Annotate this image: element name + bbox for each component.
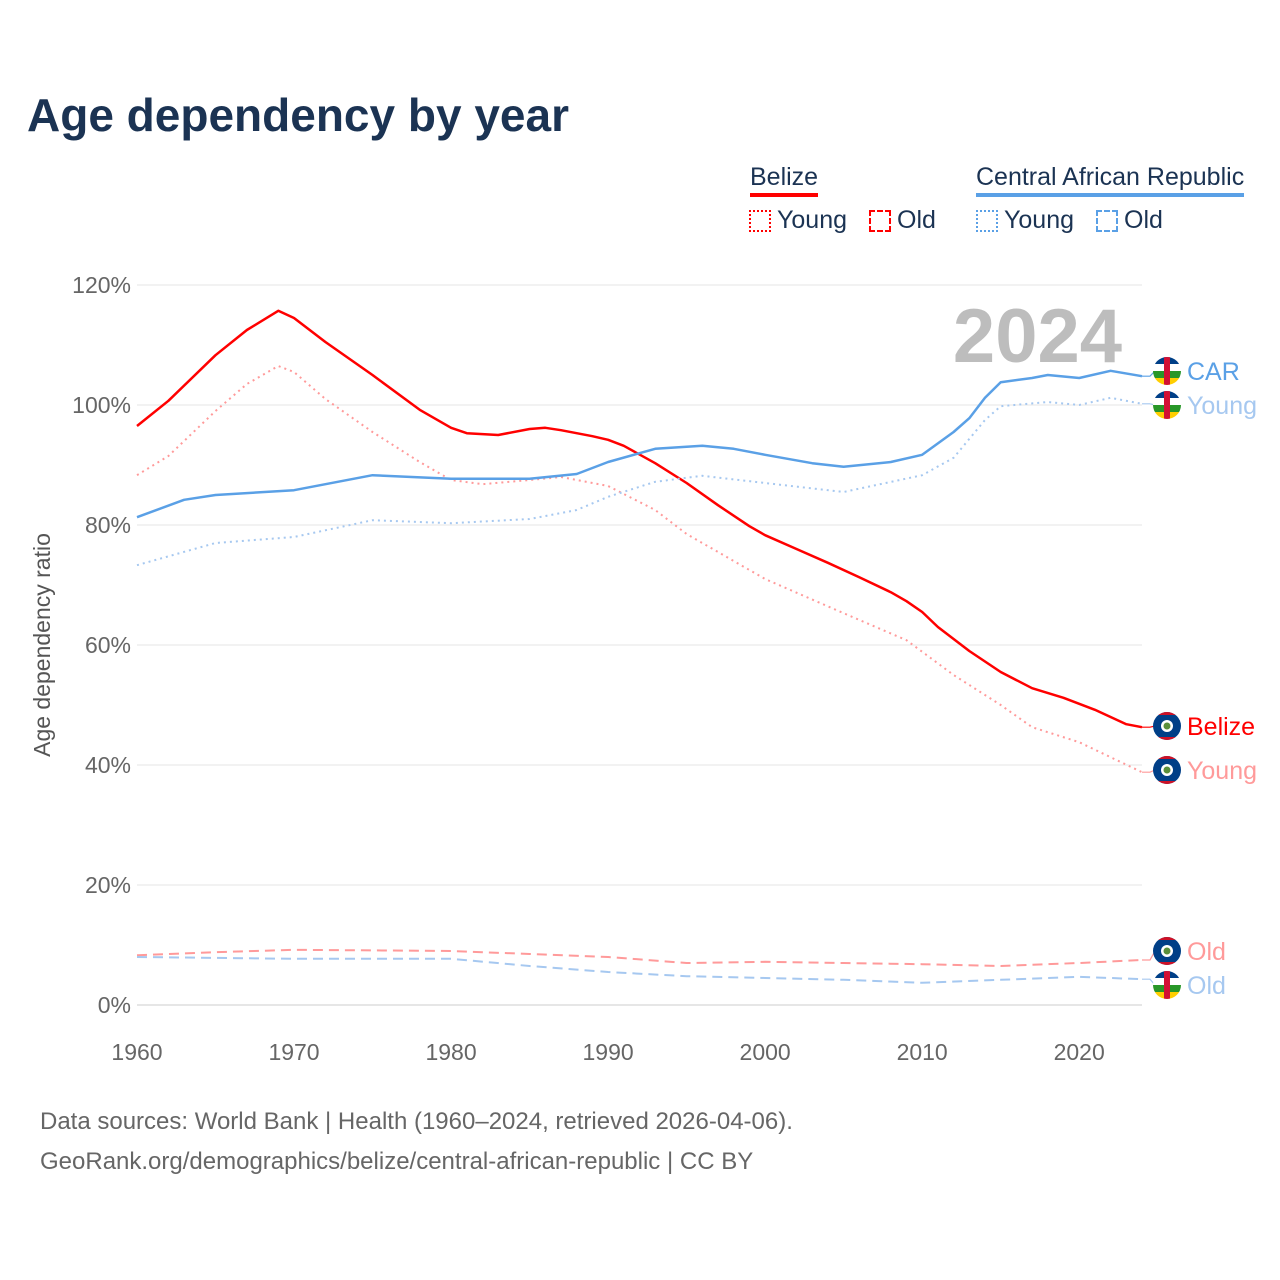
x-tick-label: 1960 [111, 1039, 162, 1065]
x-tick-label: 2020 [1054, 1039, 1105, 1065]
legend-label: Young [1004, 206, 1074, 234]
series-line-central-african-republic-young [136, 396, 1143, 567]
chart-title: Age dependency by year [27, 89, 569, 141]
series-line-central-african-republic-old [136, 956, 1143, 984]
x-tick-label: 1990 [583, 1039, 634, 1065]
series-end-label: Belize [1187, 713, 1255, 741]
legend-car-young[interactable]: Young [976, 206, 1074, 235]
series-end-label: Old [1187, 938, 1226, 966]
y-tick-label: 60% [85, 632, 131, 658]
dashed-swatch-icon [869, 209, 891, 232]
belize-flag-icon [1153, 712, 1181, 740]
legend-car-old[interactable]: Old [1096, 206, 1163, 235]
legend-label: Young [777, 206, 847, 234]
series-end-label: CAR [1187, 358, 1240, 386]
legend-label: Old [1124, 206, 1163, 234]
car-flag-icon [1153, 391, 1181, 419]
dotted-swatch-icon [976, 209, 998, 232]
legend-belize-old[interactable]: Old [869, 206, 936, 235]
year-watermark: 2024 [953, 294, 1122, 379]
legend-car[interactable]: Central African Republic [976, 163, 1245, 197]
x-tick-label: 1970 [268, 1039, 319, 1065]
dotted-swatch-icon [749, 209, 771, 232]
belize-flag-icon [1153, 937, 1181, 965]
series-end-label: Old [1187, 972, 1226, 1000]
legend-car-label: Central African Republic [976, 163, 1245, 191]
legend-belize[interactable]: Belize [750, 163, 819, 197]
footer-sources: Data sources: World Bank | Health (1960–… [40, 1108, 793, 1135]
x-tick-label: 1980 [425, 1039, 476, 1065]
y-tick-label: 80% [85, 512, 131, 538]
car-flag-icon [1153, 357, 1181, 385]
legend-label: Old [897, 206, 936, 234]
x-tick-label: 2010 [897, 1039, 948, 1065]
series-line-belize-old [136, 948, 1143, 967]
y-tick-label: 100% [72, 392, 131, 418]
y-tick-label: 20% [85, 872, 131, 898]
y-tick-label: 120% [72, 272, 131, 298]
legend-belize-label: Belize [750, 163, 819, 191]
series-line-belize-young [136, 365, 1143, 774]
x-tick-label: 2000 [740, 1039, 791, 1065]
belize-flag-icon [1153, 756, 1181, 784]
y-tick-label: 0% [98, 992, 131, 1018]
car-flag-icon [1153, 971, 1181, 999]
series-end-label: Young [1187, 392, 1257, 420]
y-tick-label: 40% [85, 752, 131, 778]
series-end-label: Young [1187, 757, 1257, 785]
footer-link[interactable]: GeoRank.org/demographics/belize/central-… [40, 1148, 754, 1175]
legend-belize-young[interactable]: Young [749, 206, 847, 235]
y-axis-label: Age dependency ratio [29, 533, 55, 757]
dashed-swatch-icon [1096, 209, 1118, 232]
series-line-central-african-republic [136, 369, 1143, 519]
series-line-belize [136, 309, 1143, 729]
